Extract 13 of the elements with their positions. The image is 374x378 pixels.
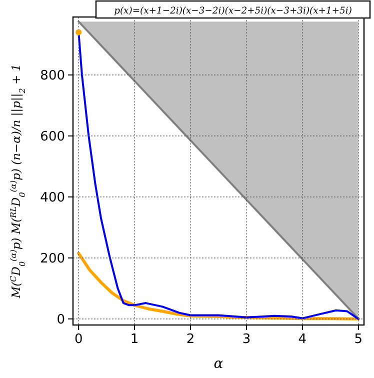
- y-tick-label: 800: [40, 68, 65, 84]
- y-tick-label: 200: [40, 251, 65, 266]
- x-tick-label: 1: [130, 332, 139, 347]
- x-tick-label: 2: [186, 332, 195, 347]
- y-tick-label: 600: [40, 129, 65, 144]
- x-tick-label: 4: [298, 332, 307, 347]
- text: p(x)=(x+1−2i)(x−3−2i)(x−2+5i)(x−3+3i)(x+1+5i): [114, 6, 352, 16]
- y-tick-label: 0: [56, 312, 65, 328]
- x-tick-label: 3: [242, 332, 251, 347]
- x-axis-title: α: [214, 356, 224, 372]
- x-tick-label: 0: [74, 332, 83, 347]
- x-tick-label: 5: [354, 332, 363, 347]
- y-tick-label: 400: [40, 190, 65, 206]
